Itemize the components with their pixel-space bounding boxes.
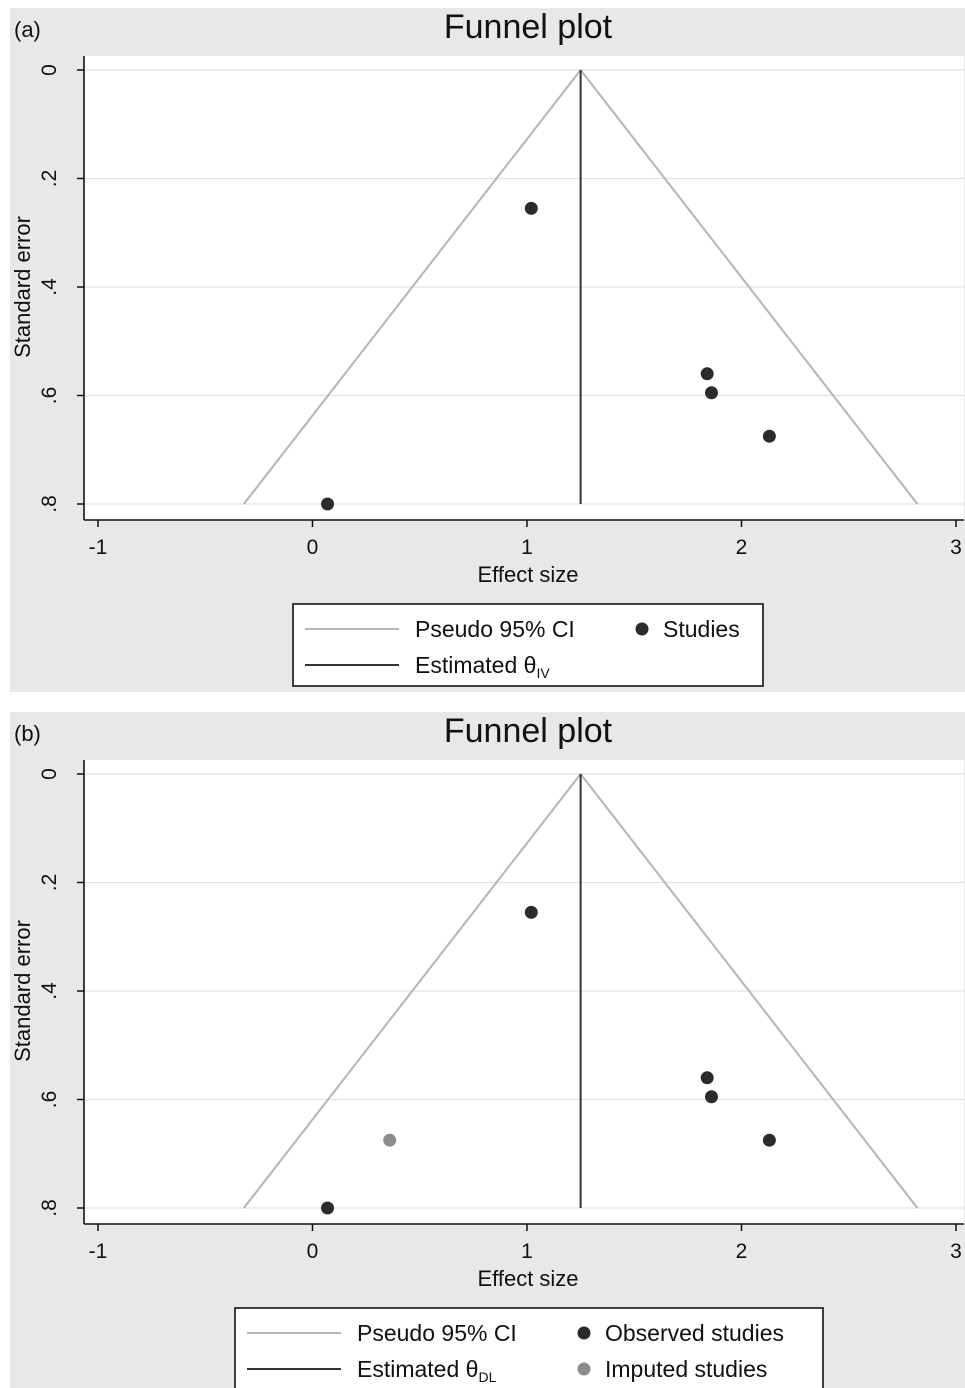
x-axis-title: Effect size <box>477 1266 578 1291</box>
funnel-right-line <box>579 69 919 505</box>
y-tick-label: .2 <box>38 170 61 188</box>
x-tick-label: 1 <box>521 536 533 559</box>
legend: Pseudo 95% CI Studies Estimated θIV <box>292 603 764 687</box>
x-tick-label: 1 <box>521 1240 533 1263</box>
studies-point <box>704 386 718 400</box>
studies-point <box>321 497 335 511</box>
funnel-right-line <box>579 773 919 1209</box>
legend-marker-key <box>577 1362 591 1376</box>
y-tick-label: .6 <box>38 1091 61 1109</box>
panel-label: (b) <box>14 721 41 746</box>
legend-label: Estimated θDL <box>357 1356 497 1385</box>
legend-label: Studies <box>663 616 740 642</box>
y-tick-label: .4 <box>38 278 61 296</box>
legend-label: Estimated θIV <box>415 652 550 681</box>
studies-point <box>700 367 714 381</box>
legend-label-text: Imputed studies <box>605 1356 767 1382</box>
y-axis-title: Standard error <box>10 216 35 358</box>
legend-label: Pseudo 95% CI <box>357 1320 517 1346</box>
observed-studies-point <box>321 1201 335 1215</box>
studies-point <box>524 201 538 215</box>
legend-label-text: Estimated θ <box>415 652 536 678</box>
x-axis-title: Effect size <box>477 562 578 587</box>
x-tick-label: 3 <box>950 1240 962 1263</box>
legend-label-text: Pseudo 95% CI <box>357 1320 517 1346</box>
studies-point <box>762 429 776 443</box>
observed-studies-point <box>524 905 538 919</box>
y-tick-label: .2 <box>38 874 61 892</box>
y-tick-label: .8 <box>38 1199 61 1217</box>
legend-label: Imputed studies <box>605 1356 767 1382</box>
legend-label-text: Estimated θ <box>357 1356 478 1382</box>
legend-label: Observed studies <box>605 1320 784 1346</box>
x-tick-label: 2 <box>736 536 748 559</box>
imputed-studies-point <box>383 1133 397 1147</box>
plot-area <box>84 56 964 520</box>
legend-label-text: Studies <box>663 616 740 642</box>
legend-label-subscript: IV <box>536 665 550 681</box>
x-tick-label: -1 <box>89 536 108 559</box>
x-tick-label: 0 <box>307 536 319 559</box>
legend-marker-key <box>635 622 649 636</box>
x-tick-label: 3 <box>950 536 962 559</box>
x-tick-label: 0 <box>307 1240 319 1263</box>
legend-label-text: Pseudo 95% CI <box>415 616 575 642</box>
observed-studies-point <box>704 1090 718 1104</box>
legend-box <box>292 603 764 687</box>
observed-studies-point <box>700 1071 714 1085</box>
panel-label: (a) <box>14 17 41 42</box>
x-tick-label: -1 <box>89 1240 108 1263</box>
y-tick-label: .4 <box>38 982 61 1000</box>
funnel-left-line <box>243 69 582 505</box>
observed-studies-point <box>762 1133 776 1147</box>
chart-title: Funnel plot <box>444 8 613 46</box>
legend: Pseudo 95% CI Observed studies Estimated θ… <box>234 1307 824 1388</box>
legend-label-text: Observed studies <box>605 1320 784 1346</box>
y-tick-label: 0 <box>38 768 61 780</box>
y-tick-label: .8 <box>38 495 61 513</box>
panel-b: 0 .2 .4 .6 .8 -1 0 1 2 3 Effect size Standard error… <box>10 712 965 1388</box>
y-tick-label: 0 <box>38 64 61 76</box>
y-axis-title: Standard error <box>10 920 35 1062</box>
legend-label-subscript: DL <box>478 1369 496 1385</box>
legend-box <box>234 1307 824 1388</box>
legend-label: Pseudo 95% CI <box>415 616 575 642</box>
x-tick-label: 2 <box>736 1240 748 1263</box>
y-tick-label: .6 <box>38 387 61 405</box>
plot-area <box>84 760 964 1224</box>
legend-marker-key <box>577 1326 591 1340</box>
chart-title: Funnel plot <box>444 712 613 750</box>
funnel-left-line <box>243 773 582 1209</box>
panel-a: 0 .2 .4 .6 .8 -1 0 1 2 3 Effect size Standard error… <box>10 8 965 692</box>
